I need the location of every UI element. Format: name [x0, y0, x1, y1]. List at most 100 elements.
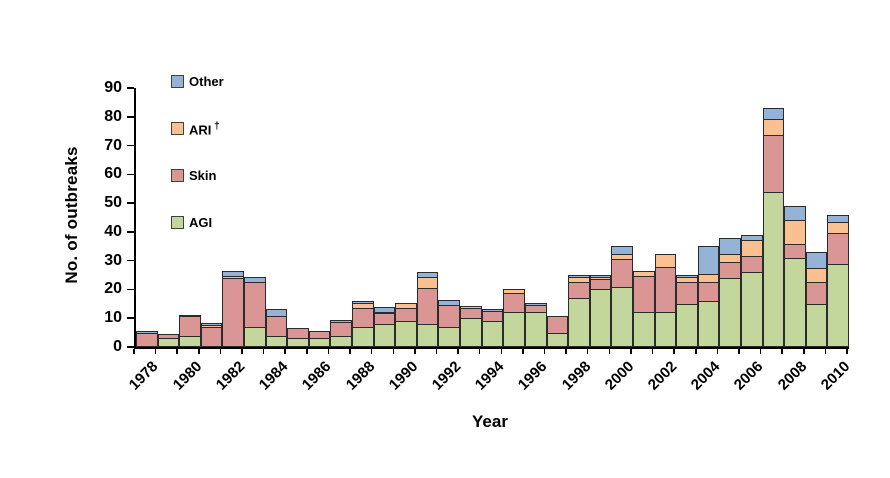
- bar-1996: [524, 302, 547, 347]
- x-tick-label-2006: 2006: [731, 358, 767, 394]
- x-tick: [198, 349, 200, 354]
- x-tick: [803, 349, 805, 354]
- x-tick-label-1998: 1998: [558, 358, 594, 394]
- bar-2000: [611, 246, 633, 347]
- bar-2010: [827, 214, 849, 347]
- x-tick-label-1996: 1996: [515, 358, 551, 394]
- x-tick: [327, 349, 330, 354]
- x-tick: [500, 349, 503, 354]
- bar-2004-skin-segment: [697, 281, 720, 302]
- bar-2010-skin-segment: [827, 232, 849, 265]
- legend-item-ari: ARI †: [171, 121, 224, 136]
- bar-1981: [200, 323, 223, 347]
- legend-label-other: Other: [189, 73, 224, 89]
- bar-2006-agi-segment: [740, 272, 763, 347]
- bar-2005: [719, 237, 741, 347]
- x-tick: [781, 349, 783, 354]
- legend-label-agi: AGI: [189, 214, 213, 230]
- bar-2001-agi-segment: [632, 312, 655, 347]
- bar-2009-agi-segment: [805, 303, 828, 347]
- bar-1988-agi-segment: [352, 326, 374, 347]
- x-tick-label-2008: 2008: [774, 358, 811, 394]
- bar-1994: [481, 308, 504, 347]
- y-tick-20: [127, 288, 134, 291]
- x-tick: [695, 349, 697, 354]
- bar-2002-skin-segment: [654, 267, 677, 314]
- x-tick: [133, 349, 135, 354]
- x-tick-label-2004: 2004: [687, 358, 724, 394]
- y-tick-label-60: 60: [104, 165, 122, 183]
- bar-2002-ari-segment: [654, 254, 677, 269]
- bar-2008: [784, 206, 806, 347]
- x-tick: [349, 349, 351, 354]
- x-tick: [154, 349, 157, 354]
- bar-1986-agi-segment: [308, 338, 331, 347]
- bar-1982-skin-segment: [222, 277, 245, 347]
- bar-2006-ari-segment: [740, 239, 763, 257]
- x-tick: [392, 349, 395, 354]
- x-tick: [262, 349, 265, 354]
- bar-1983-agi-segment: [244, 326, 266, 347]
- bar-1993: [460, 305, 482, 347]
- x-tick: [738, 349, 740, 354]
- bar-2009: [805, 252, 828, 347]
- bar-1991: [416, 272, 439, 347]
- y-tick-10: [127, 317, 134, 319]
- x-tick: [824, 349, 827, 354]
- bar-1995: [503, 288, 525, 347]
- x-tick-label-2002: 2002: [644, 358, 681, 394]
- bar-2008-other-segment: [784, 206, 806, 221]
- bar-1979-agi-segment: [157, 338, 180, 347]
- x-tick-label-2000: 2000: [601, 358, 638, 394]
- y-tick-80: [127, 116, 134, 118]
- bar-2004: [697, 246, 720, 347]
- bar-1990: [395, 302, 417, 347]
- bar-2008-ari-segment: [784, 219, 806, 246]
- y-tick-30: [127, 259, 134, 262]
- bar-1980-agi-segment: [179, 335, 201, 347]
- x-tick: [241, 349, 243, 354]
- bar-2003: [676, 275, 698, 347]
- x-tick-label-1994: 1994: [471, 358, 508, 394]
- x-tick: [478, 349, 481, 354]
- legend-item-agi: AGI: [171, 215, 224, 229]
- x-tick: [565, 349, 567, 354]
- bar-2005-other-segment: [719, 237, 741, 256]
- bar-1997-agi-segment: [546, 332, 569, 347]
- bar-1989: [373, 306, 396, 347]
- bar-1978: [136, 330, 158, 347]
- x-tick: [608, 349, 611, 354]
- x-tick: [586, 349, 589, 354]
- x-tick-label-2010: 2010: [817, 358, 854, 394]
- y-tick-60: [127, 173, 134, 176]
- x-tick-label-1984: 1984: [255, 358, 292, 394]
- bar-1998-agi-segment: [568, 298, 590, 347]
- x-axis-title: Year: [472, 412, 508, 431]
- x-tick: [284, 349, 286, 354]
- x-tick-label-1992: 1992: [428, 358, 465, 394]
- y-tick-label-20: 20: [104, 280, 122, 298]
- bar-2002-agi-segment: [654, 312, 677, 347]
- y-tick-label-50: 50: [104, 194, 122, 212]
- y-tick-label-70: 70: [104, 136, 122, 154]
- bar-2007-agi-segment: [762, 191, 785, 347]
- bar-2000-skin-segment: [611, 258, 633, 288]
- y-tick-label-0: 0: [113, 338, 122, 355]
- x-tick-label-1990: 1990: [385, 358, 422, 394]
- y-tick-50: [127, 202, 134, 204]
- bar-2008-agi-segment: [784, 257, 806, 347]
- y-tick-90: [127, 87, 134, 89]
- bar-1983: [244, 277, 266, 347]
- x-tick-label-1978: 1978: [126, 358, 162, 394]
- plot-area: [134, 88, 849, 349]
- y-tick-label-80: 80: [104, 107, 122, 125]
- bar-1980: [179, 314, 201, 347]
- bar-1980-skin-segment: [179, 316, 201, 337]
- legend-swatch-ari: [171, 121, 184, 135]
- bar-1984-agi-segment: [265, 335, 288, 347]
- bar-2002: [654, 254, 677, 347]
- bar-2004-other-segment: [697, 246, 720, 276]
- x-tick: [414, 349, 416, 354]
- bar-2001: [632, 271, 655, 347]
- bar-1997-skin-segment: [546, 316, 569, 334]
